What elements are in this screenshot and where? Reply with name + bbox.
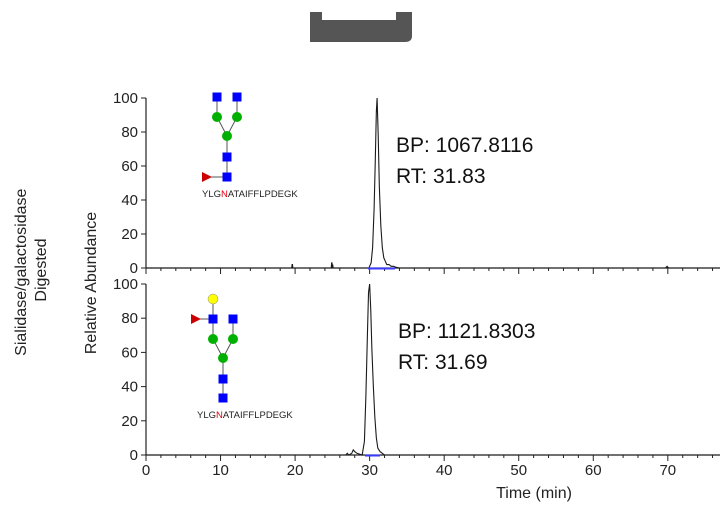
mannose-icon: [228, 334, 238, 344]
y-tick-label: 80: [121, 124, 138, 141]
row-label-line-1: Sialidase/galactosidase: [13, 189, 30, 356]
glcnac-icon: [222, 172, 232, 182]
y-tick-label: 60: [121, 158, 138, 175]
y-tick-label: 0: [130, 447, 138, 464]
galactose-icon: [207, 293, 219, 305]
glycan-structure-bottom: YLGNATAIFFLPDEGK: [191, 293, 293, 421]
y-axis-label: Relative Abundance: [83, 212, 100, 354]
panel-top: 0 20 40 60 80 100 BP: 1067.8116 RT: 31.83: [113, 90, 720, 277]
fucose-icon: [202, 172, 212, 182]
y-tick-label: 100: [113, 90, 138, 107]
glcnac-icon: [228, 314, 238, 324]
x-tick-label: 70: [659, 462, 676, 479]
glcnac-icon: [218, 374, 228, 384]
glcnac-icon: [218, 393, 228, 403]
panel-bottom-rt: RT: 31.69: [398, 351, 488, 374]
mannose-icon: [212, 112, 222, 122]
x-tick-label: 0: [142, 462, 150, 479]
x-tick-label: 10: [212, 462, 229, 479]
x-axis-label: Time (min): [496, 485, 572, 502]
panel-bottom-ticks: 0 20 40 60 80 100 0 10 20 30 40 50 60 70: [113, 276, 714, 479]
row-label-line-2: Digested: [33, 238, 50, 301]
glcnac-icon: [208, 314, 218, 324]
x-tick-label: 60: [585, 462, 602, 479]
panel-top-bp: BP: 1067.8116: [396, 134, 533, 157]
x-tick-label: 20: [287, 462, 304, 479]
panel-top-trace: [146, 97, 720, 269]
panel-bottom-bp: BP: 1121.8303: [398, 320, 535, 343]
peptide-sequence-bottom: YLGNATAIFFLPDEGK: [197, 410, 293, 421]
y-tick-label: 100: [113, 276, 138, 293]
glcnac-icon: [212, 92, 222, 102]
y-tick-label: 20: [121, 413, 138, 430]
y-tick-label: 80: [121, 310, 138, 327]
logo-icon: [275, 12, 412, 42]
x-tick-label: 30: [361, 462, 378, 479]
panel-bottom: 0 20 40 60 80 100 0 10 20 30 40 50 60 70 BP: 1121.830…: [113, 276, 720, 479]
fucose-icon: [191, 314, 201, 324]
glcnac-icon: [232, 92, 242, 102]
mannose-icon: [232, 112, 242, 122]
y-tick-label: 20: [121, 226, 138, 243]
panel-top-rt: RT: 31.83: [396, 165, 486, 188]
mannose-icon: [218, 353, 228, 363]
y-tick-label: 0: [130, 260, 138, 277]
y-tick-label: 40: [121, 192, 138, 209]
y-tick-label: 60: [121, 344, 138, 361]
mannose-icon: [222, 131, 232, 141]
mannose-icon: [208, 334, 218, 344]
x-tick-label: 40: [436, 462, 453, 479]
peptide-sequence-top: YLGNATAIFFLPDEGK: [202, 189, 298, 200]
glcnac-icon: [222, 152, 232, 162]
row-label: Sialidase/galactosidase Digested: [13, 184, 50, 356]
panel-bottom-trace: [146, 283, 720, 456]
x-tick-label: 50: [510, 462, 527, 479]
glycan-structure-top: YLGNATAIFFLPDEGK: [202, 92, 298, 200]
y-tick-label: 40: [121, 379, 138, 396]
